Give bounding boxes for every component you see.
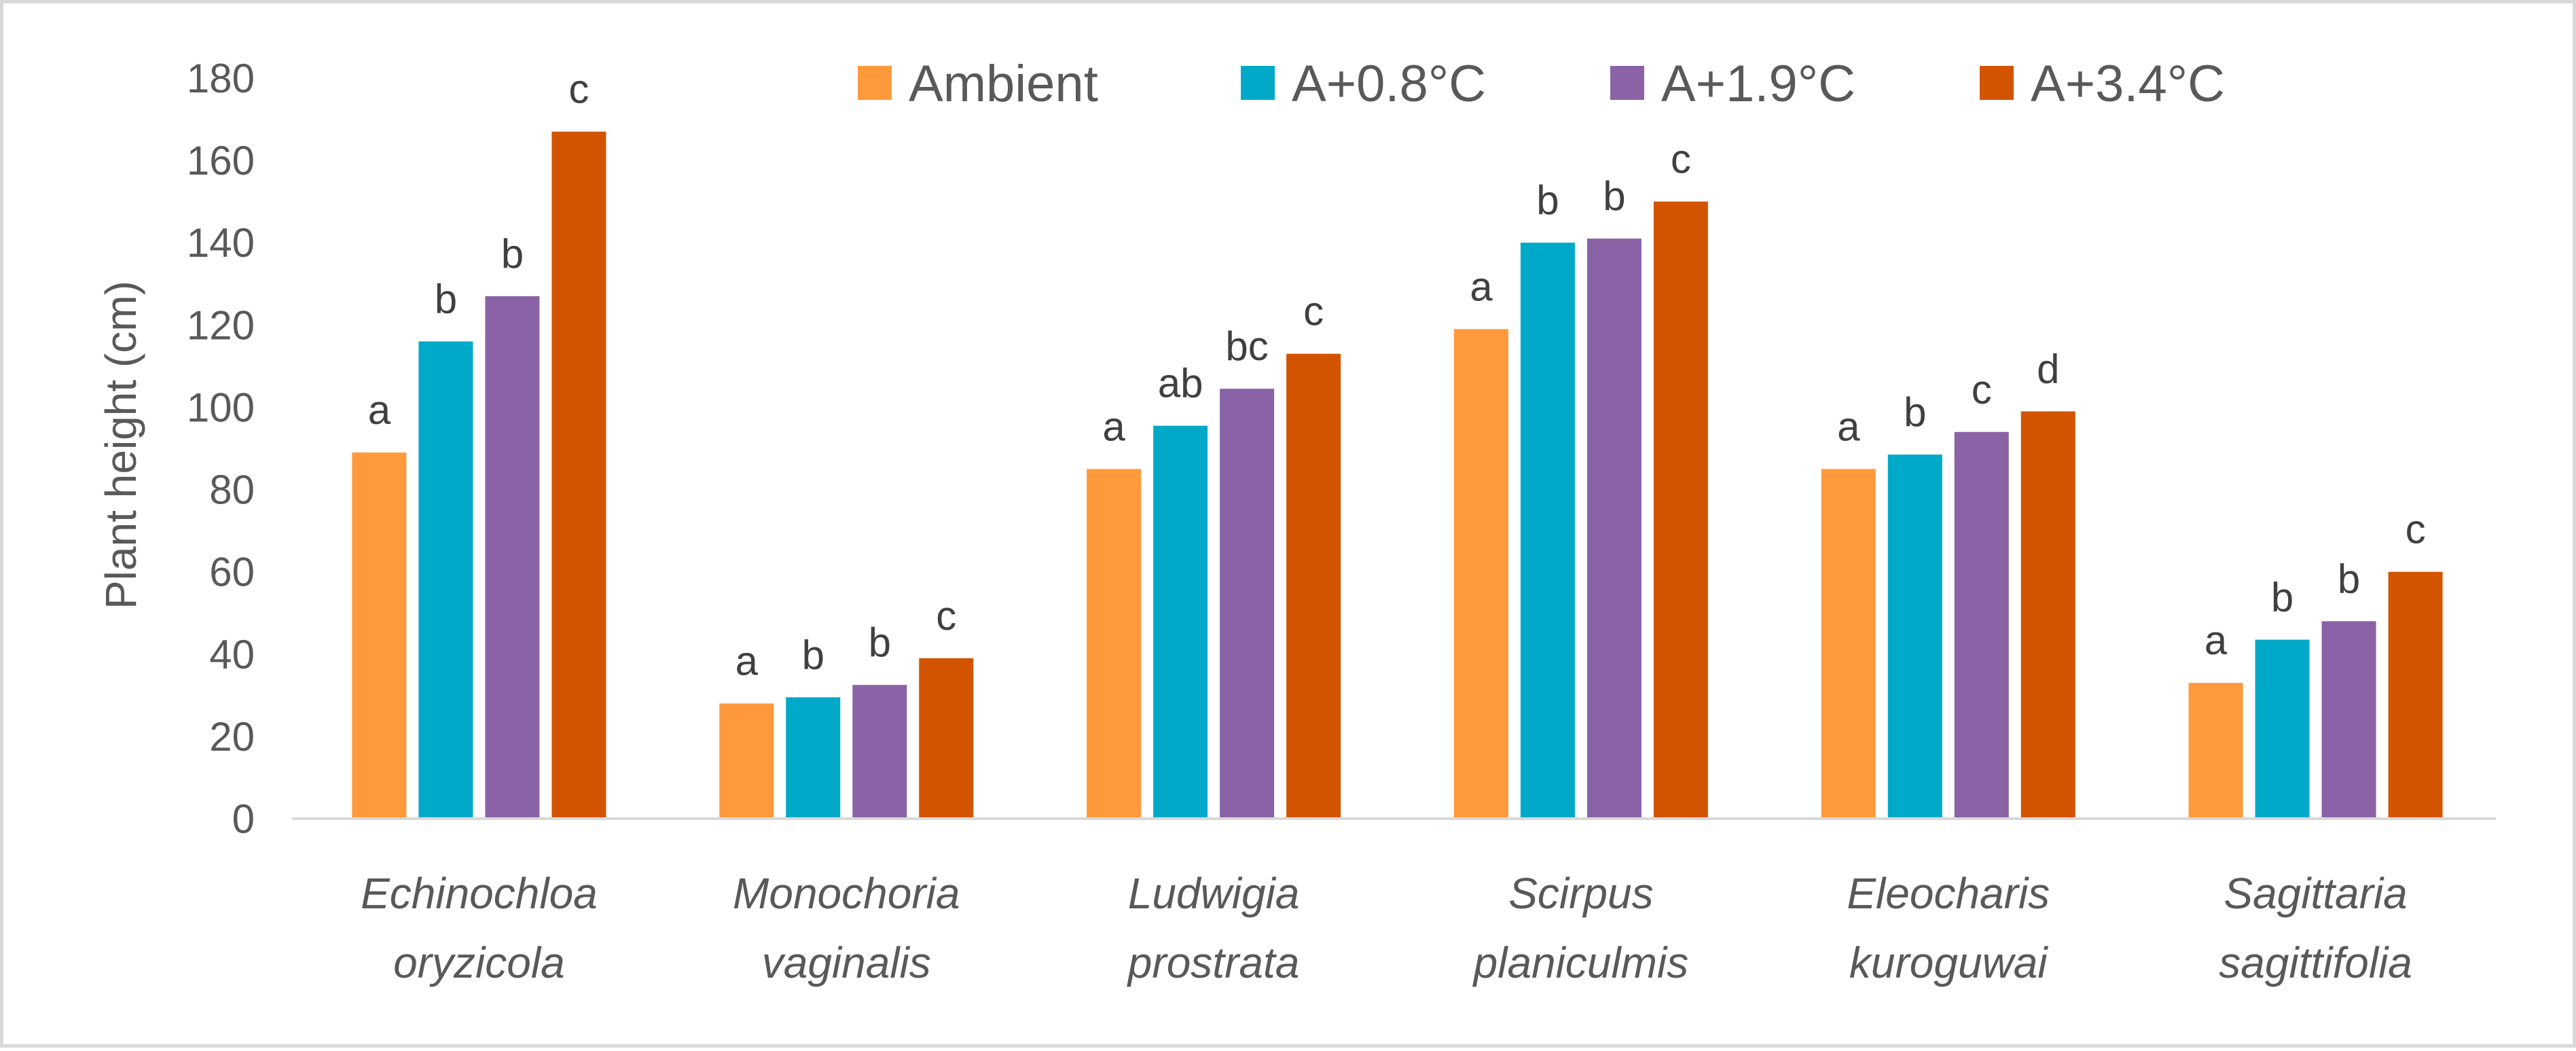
- significance-letter: c: [2406, 507, 2426, 552]
- bar-a-3-4-c-1: [919, 658, 974, 819]
- bar-a-3-4-c-0: [551, 131, 606, 819]
- y-tick-label: 120: [187, 302, 255, 348]
- significance-letter: b: [1904, 389, 1926, 435]
- significance-letter: a: [1102, 404, 1125, 449]
- legend-label: A+0.8°C: [1292, 55, 1486, 113]
- bar-a-3-4-c-3: [1653, 201, 1708, 819]
- significance-letter: a: [1837, 404, 1860, 449]
- x-category-label: Ludwigia: [1128, 869, 1300, 918]
- significance-letter: c: [1303, 289, 1324, 334]
- significance-letter: ab: [1158, 361, 1203, 406]
- legend-label: A+3.4°C: [2031, 55, 2225, 113]
- legend-swatch: [1980, 66, 2014, 100]
- bar-ambient-3: [1453, 329, 1508, 819]
- bar-ambient-4: [1821, 469, 1876, 819]
- bar-a-0-8-c-2: [1153, 425, 1208, 819]
- y-tick-label: 160: [187, 138, 255, 183]
- y-tick-label: 0: [232, 796, 255, 842]
- x-category-label: Sagittaria: [2224, 869, 2407, 918]
- bar-a-0-8-c-0: [418, 341, 473, 819]
- significance-letter: a: [368, 387, 391, 433]
- x-category-label: prostrata: [1127, 938, 1300, 987]
- significance-letter: a: [1470, 264, 1493, 309]
- significance-letter: b: [435, 277, 457, 322]
- y-tick-label: 140: [187, 220, 255, 266]
- bar-a-0-8-c-5: [2255, 639, 2310, 819]
- significance-letter: c: [568, 67, 589, 112]
- bar-a-0-8-c-1: [786, 697, 841, 819]
- bar-a-1-9-c-3: [1586, 238, 1641, 819]
- y-axis-title: Plant height (cm): [96, 281, 145, 609]
- x-category-label: planiculmis: [1472, 938, 1689, 987]
- bar-ambient-0: [352, 452, 407, 819]
- significance-letter: b: [1536, 177, 1559, 223]
- legend-swatch: [858, 66, 892, 100]
- bar-a-1-9-c-2: [1220, 389, 1275, 819]
- bars: [352, 131, 2443, 819]
- y-tick-label: 60: [209, 550, 255, 595]
- bar-ambient-5: [2188, 683, 2243, 819]
- y-tick-label: 180: [187, 56, 255, 101]
- significance-letter: a: [2205, 618, 2228, 663]
- significance-letter: d: [2037, 346, 2059, 392]
- y-tick-label: 100: [187, 385, 255, 430]
- legend-swatch: [1610, 66, 1644, 100]
- y-tick-label: 40: [209, 632, 255, 677]
- significance-letter: a: [736, 638, 759, 683]
- bar-ambient-2: [1087, 469, 1142, 819]
- y-tick-label: 80: [209, 467, 255, 513]
- bar-a-0-8-c-4: [1887, 455, 1942, 819]
- bar-a-1-9-c-1: [852, 685, 907, 819]
- bar-chart: Ambient A+0.8°C A+1.9°C A+3.4°C 0 20 40 60 80 10…: [96, 55, 2496, 987]
- significance-letter: b: [869, 620, 891, 665]
- bar-a-1-9-c-4: [1954, 431, 2009, 819]
- x-category-label: oryzicola: [393, 938, 565, 987]
- significance-letter: b: [501, 231, 524, 277]
- legend: Ambient A+0.8°C A+1.9°C A+3.4°C: [858, 55, 2225, 113]
- bar-a-1-9-c-0: [485, 296, 540, 819]
- significance-letter: b: [802, 632, 824, 677]
- x-category-label: sagittifolia: [2219, 938, 2412, 987]
- bar-a-3-4-c-2: [1286, 353, 1341, 819]
- bar-a-1-9-c-5: [2321, 621, 2376, 819]
- bar-a-3-4-c-5: [2388, 571, 2443, 819]
- bar-a-0-8-c-3: [1520, 243, 1575, 819]
- bar-ambient-1: [719, 703, 774, 819]
- significance-letter: c: [1671, 137, 1691, 182]
- y-tick-label: 20: [209, 714, 255, 760]
- significance-letter: c: [936, 593, 956, 639]
- x-axis-labels: Echinochloa oryzicola Monochoria vaginalis L…: [361, 869, 2412, 987]
- y-axis: 0 20 40 60 80 100 120 140 160 180: [187, 56, 255, 842]
- x-category-label: vaginalis: [762, 938, 931, 987]
- x-category-label: Scirpus: [1508, 869, 1653, 918]
- legend-label: Ambient: [909, 55, 1098, 113]
- x-category-label: kuroguwai: [1849, 938, 2049, 987]
- significance-letter: b: [1603, 173, 1625, 219]
- significance-letter: b: [2271, 575, 2293, 620]
- bar-a-3-4-c-4: [2020, 411, 2075, 819]
- x-category-label: Eleocharis: [1847, 869, 2050, 918]
- x-category-label: Echinochloa: [361, 869, 598, 918]
- x-category-label: Monochoria: [733, 869, 960, 918]
- significance-letter: b: [2338, 556, 2360, 601]
- significance-letter: bc: [1225, 323, 1268, 369]
- legend-label: A+1.9°C: [1661, 55, 1855, 113]
- significance-letter: c: [1972, 367, 1992, 412]
- legend-swatch: [1241, 66, 1275, 100]
